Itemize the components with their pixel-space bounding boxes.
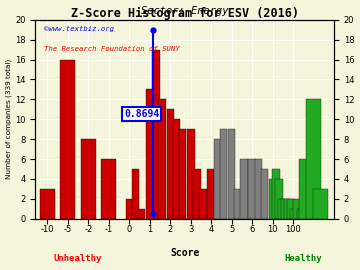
Bar: [281, 199, 289, 219]
Bar: [138, 209, 145, 219]
Bar: [60, 59, 76, 219]
Bar: [287, 199, 295, 219]
Bar: [167, 109, 174, 219]
Bar: [278, 199, 285, 219]
Bar: [255, 159, 262, 219]
Bar: [275, 179, 283, 219]
Bar: [284, 199, 292, 219]
Bar: [152, 50, 160, 219]
Bar: [132, 169, 139, 219]
Bar: [207, 169, 215, 219]
Bar: [126, 199, 133, 219]
Bar: [40, 189, 55, 219]
Bar: [146, 89, 154, 219]
Bar: [158, 99, 166, 219]
Bar: [248, 159, 256, 219]
Bar: [173, 119, 180, 219]
Text: Healthy: Healthy: [284, 254, 322, 263]
Bar: [213, 139, 221, 219]
Text: Sector: Energy: Sector: Energy: [141, 6, 228, 16]
Bar: [299, 159, 314, 219]
Bar: [220, 129, 227, 219]
Bar: [179, 129, 186, 219]
Text: The Research Foundation of SUNY: The Research Foundation of SUNY: [44, 46, 180, 52]
Bar: [297, 209, 304, 219]
Y-axis label: Number of companies (339 total): Number of companies (339 total): [5, 59, 12, 179]
Text: ©www.textbiz.org: ©www.textbiz.org: [44, 26, 114, 32]
Text: Unhealthy: Unhealthy: [54, 254, 102, 263]
Bar: [261, 169, 268, 219]
Bar: [293, 199, 301, 219]
Bar: [234, 189, 242, 219]
Bar: [313, 189, 328, 219]
Bar: [199, 189, 207, 219]
Bar: [291, 209, 298, 219]
Bar: [272, 169, 279, 219]
Bar: [102, 159, 116, 219]
Title: Z-Score Histogram for ESV (2016): Z-Score Histogram for ESV (2016): [71, 7, 299, 20]
Bar: [193, 169, 201, 219]
X-axis label: Score: Score: [170, 248, 199, 258]
Bar: [269, 179, 276, 219]
Bar: [306, 99, 321, 219]
Bar: [187, 129, 194, 219]
Text: 0.8694: 0.8694: [124, 109, 159, 119]
Bar: [81, 139, 96, 219]
Bar: [240, 159, 248, 219]
Bar: [228, 129, 235, 219]
Bar: [300, 209, 307, 219]
